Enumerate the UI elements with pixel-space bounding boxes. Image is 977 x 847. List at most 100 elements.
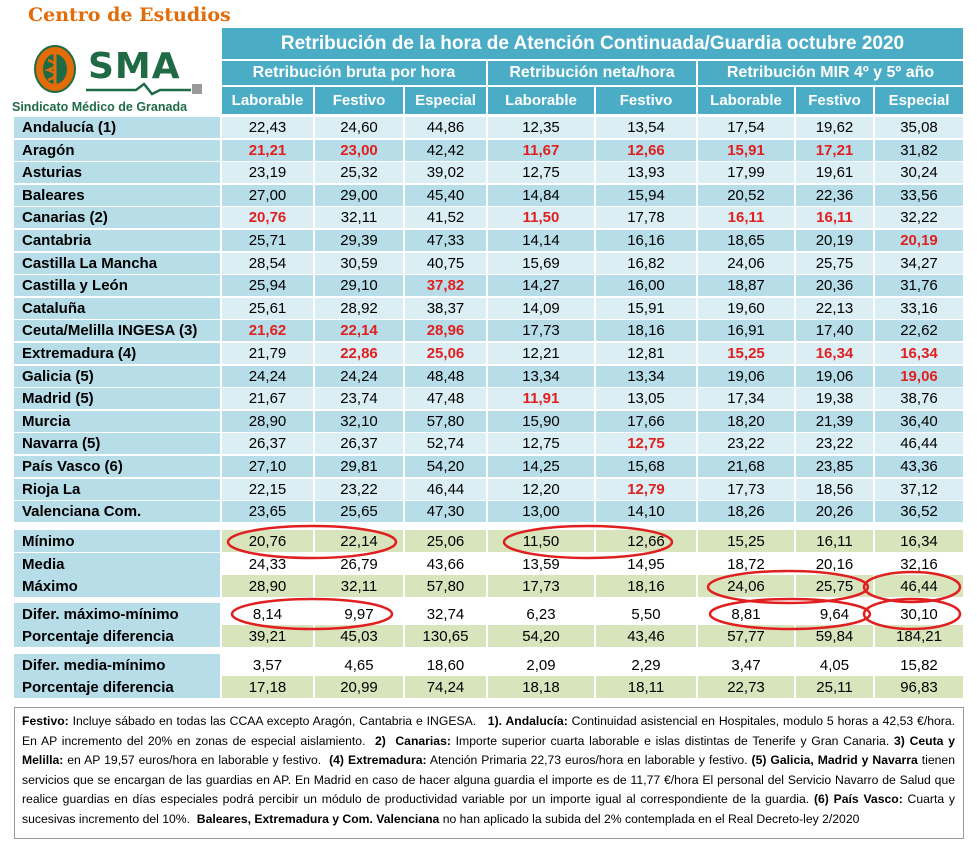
table-cell: 8,14 [222,603,313,625]
table-cell: 15,91 [698,140,794,161]
table-cell: 57,77 [698,625,794,647]
table-cell: 21,21 [222,140,313,161]
table-cell: 18,16 [596,320,696,341]
table-cell: 22,14 [315,530,403,552]
table-cell: 17,21 [796,140,873,161]
row-label: Aragón [14,140,220,161]
table-cell: 36,52 [875,501,963,522]
table-cell: 31,82 [875,140,963,161]
table-cell: 21,62 [222,320,313,341]
table-cell: 18,18 [488,676,594,698]
table-cell: 13,34 [488,366,594,387]
table-cell: 23,19 [222,162,313,183]
table-cell: 44,86 [405,117,486,138]
logo-title: Centro de Estudios [28,4,231,26]
table-cell: 16,11 [698,207,794,228]
table-cell: 39,21 [222,625,313,647]
table-cell: 12,66 [596,530,696,552]
table-cell: 25,11 [796,676,873,698]
table-cell: 37,12 [875,479,963,500]
table-cell: 20,76 [222,530,313,552]
row-label: Rioja La [14,479,220,500]
row-label: Difer. máximo-mínimo [14,603,220,625]
table-cell: 18,60 [405,654,486,676]
table-cell: 17,73 [488,575,594,597]
table-cell: 12,81 [596,343,696,364]
table-cell: 16,11 [796,530,873,552]
group-header: Retribución MIR 4º y 5º año [698,61,963,85]
table-cell: 14,09 [488,298,594,319]
table-cell: 29,39 [315,230,403,251]
row-label: Andalucía (1) [14,117,220,138]
table-cell: 11,67 [488,140,594,161]
table-cell: 32,10 [315,411,403,432]
column-header: Laborable [698,87,794,114]
table-cell: 46,44 [875,575,963,597]
row-label: País Vasco (6) [14,456,220,477]
logo-subtitle: Sindicato Médico de Granada [12,100,188,114]
row-label: Cantabria [14,230,220,251]
table-cell: 29,00 [315,185,403,206]
table-cell: 54,20 [405,456,486,477]
row-label: Castilla y León [14,275,220,296]
table-cell: 19,60 [698,298,794,319]
row-label: Canarias (2) [14,207,220,228]
table-cell: 19,06 [698,366,794,387]
row-label: Porcentaje diferencia [14,625,220,647]
table-cell: 96,83 [875,676,963,698]
table-cell: 17,99 [698,162,794,183]
table-cell: 22,73 [698,676,794,698]
table-cell: 45,03 [315,625,403,647]
table-cell: 18,56 [796,479,873,500]
table-title: Retribución de la hora de Atención Conti… [222,28,963,59]
table-cell: 20,16 [796,553,873,575]
table-cell: 22,36 [796,185,873,206]
row-label: Madrid (5) [14,388,220,409]
column-header: Festivo [315,87,403,114]
table-cell: 15,25 [698,530,794,552]
table-cell: 37,82 [405,275,486,296]
table-cell: 17,78 [596,207,696,228]
table-cell: 32,11 [315,207,403,228]
seal-icon [34,45,76,93]
table-cell: 26,37 [315,433,403,454]
table-cell: 16,16 [596,230,696,251]
table-cell: 23,74 [315,388,403,409]
table-cell: 12,75 [488,162,594,183]
table-cell: 34,27 [875,253,963,274]
table-cell: 31,76 [875,275,963,296]
table-cell: 18,65 [698,230,794,251]
table-cell: 30,59 [315,253,403,274]
table-cell: 25,06 [405,530,486,552]
table-cell: 52,74 [405,433,486,454]
table-cell: 16,11 [796,207,873,228]
table-cell: 17,73 [698,479,794,500]
table-cell: 32,74 [405,603,486,625]
table-cell: 3,57 [222,654,313,676]
table-cell: 33,16 [875,298,963,319]
table-cell: 25,61 [222,298,313,319]
table-cell: 2,09 [488,654,594,676]
row-label: Galicia (5) [14,366,220,387]
table-cell: 22,15 [222,479,313,500]
table-cell: 23,22 [796,433,873,454]
table-cell: 25,06 [405,343,486,364]
table-cell: 12,66 [596,140,696,161]
logo-underline-icon [86,82,202,96]
table-cell: 15,82 [875,654,963,676]
table-cell: 11,50 [488,207,594,228]
table-cell: 12,20 [488,479,594,500]
table-cell: 47,33 [405,230,486,251]
table-cell: 35,08 [875,117,963,138]
table-cell: 41,52 [405,207,486,228]
table-cell: 13,54 [596,117,696,138]
table-cell: 59,84 [796,625,873,647]
table-cell: 12,75 [596,433,696,454]
table-cell: 24,06 [698,253,794,274]
table-cell: 9,64 [796,603,873,625]
table-cell: 20,52 [698,185,794,206]
table-cell: 8,81 [698,603,794,625]
table-cell: 3,47 [698,654,794,676]
table-cell: 11,91 [488,388,594,409]
table-cell: 23,85 [796,456,873,477]
